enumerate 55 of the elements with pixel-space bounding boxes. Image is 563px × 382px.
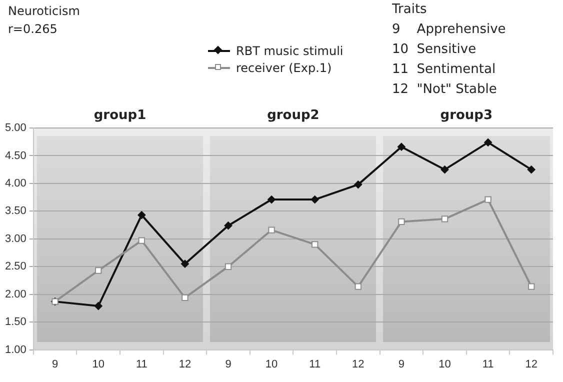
text: 12 "Not" Stable [392,82,497,97]
point [224,263,232,270]
y-tick-label: 1.00 [4,344,26,356]
text: group3 [440,108,493,123]
point [180,260,189,268]
text: 9 Apprehensive [392,22,506,37]
text: group2 [267,108,320,123]
x-tick-label: 11 [482,358,494,370]
point [268,196,276,204]
point [312,241,318,248]
x-tick-label: 11 [136,358,148,370]
x-tick-label: 11 [309,358,321,370]
y-tick-label: 2.00 [4,288,26,300]
y-tick-label: 4.00 [4,177,26,190]
point [440,166,449,174]
point [138,211,146,220]
y-tick-label: 5.00 [4,122,26,134]
point [528,283,535,290]
x-tick-label: 10 [265,358,278,370]
point [397,142,406,151]
point [354,180,362,189]
chart-title: Neuroticism [8,4,80,18]
point [398,218,405,226]
point [95,267,102,274]
text: 10 Sensitive [392,42,476,57]
point [441,216,448,222]
y-tick-label: 3.50 [4,205,26,218]
x-tick-label: 12 [525,358,538,370]
point [484,138,492,146]
point [182,294,188,302]
point [484,196,492,203]
point [354,283,362,290]
x-tick-label: 12 [352,358,364,370]
x-tick-label: 9 [225,358,232,370]
point [224,222,232,230]
text: 11 Sentimental [392,62,496,77]
point [527,166,536,174]
y-tick-label: 1.50 [4,316,26,328]
y-tick-label: 4.50 [4,150,26,162]
x-tick-label: 10 [438,358,451,370]
x-tick-label: 10 [92,358,104,370]
point [268,226,275,234]
x-tick-label: 9 [52,358,58,370]
chart-subtitle: r=0.265 [8,22,58,36]
legend-label: receiver (Exp.1) [236,60,332,74]
y-tick-label: 2.50 [4,260,26,273]
text: group1 [94,108,146,123]
point [94,302,102,310]
text: Traits [392,2,427,17]
point [310,196,319,204]
x-tick-label: 9 [398,358,405,370]
y-tick-label: 3.00 [4,232,26,245]
legend-label: RBT music stimuli [236,44,344,58]
x-tick-label: 12 [178,358,192,370]
point [138,237,145,244]
